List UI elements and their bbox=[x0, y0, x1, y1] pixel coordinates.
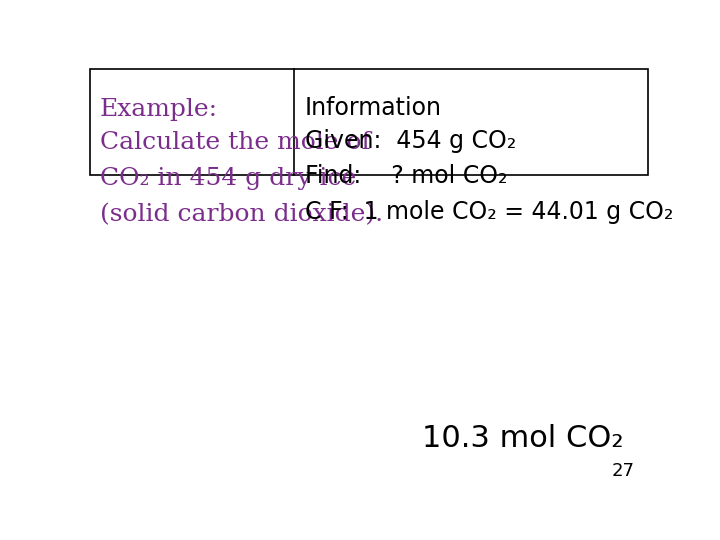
Text: Information: Information bbox=[305, 96, 442, 120]
Text: Example:: Example: bbox=[100, 98, 218, 121]
Text: 10.3 mol CO₂: 10.3 mol CO₂ bbox=[422, 424, 624, 454]
Text: (solid carbon dioxide).: (solid carbon dioxide). bbox=[100, 203, 383, 226]
Text: 27: 27 bbox=[612, 462, 635, 480]
Text: C F:  1 mole CO₂ = 44.01 g CO₂: C F: 1 mole CO₂ = 44.01 g CO₂ bbox=[305, 200, 673, 224]
Text: Find:    ? mol CO₂: Find: ? mol CO₂ bbox=[305, 164, 508, 188]
Text: Calculate the mole of: Calculate the mole of bbox=[100, 131, 371, 154]
Text: Given:  454 g CO₂: Given: 454 g CO₂ bbox=[305, 129, 516, 153]
Text: CO₂ in 454 g dry ice: CO₂ in 454 g dry ice bbox=[100, 167, 356, 190]
FancyBboxPatch shape bbox=[90, 69, 648, 175]
